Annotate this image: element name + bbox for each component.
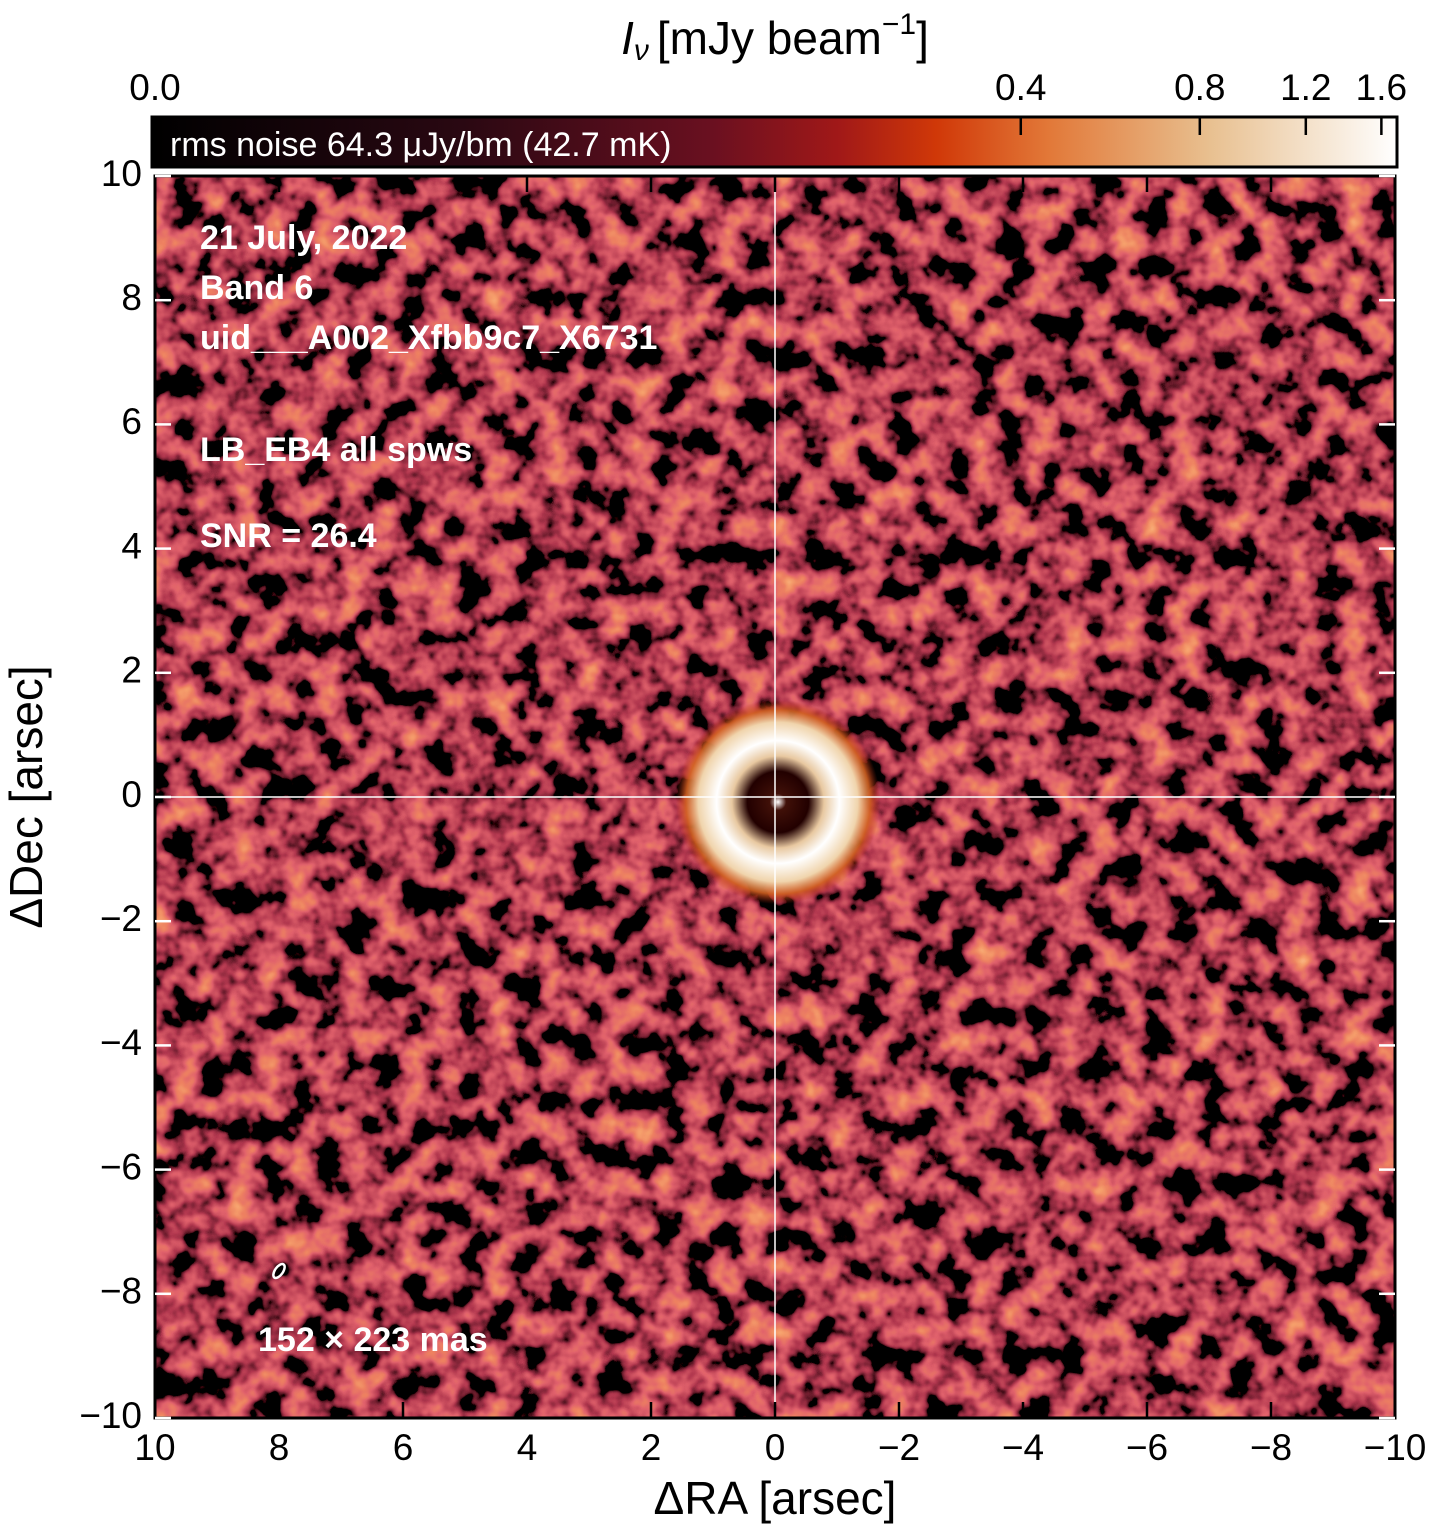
- x-tick-label: 6: [393, 1427, 414, 1468]
- y-tick-label: 4: [121, 525, 142, 566]
- colorbar: [150, 115, 1399, 169]
- ring: [675, 699, 881, 905]
- colorbar-label: rms noise 64.3 μJy/bm (42.7 mK): [170, 126, 671, 164]
- subscript: ν: [634, 34, 649, 67]
- symbol: I: [621, 12, 634, 64]
- name-annotation: LB_EB4 all spws: [200, 431, 472, 469]
- x-tick-label: 2: [641, 1427, 662, 1468]
- y-tick-label: 8: [121, 277, 142, 318]
- y-tick-label: −6: [100, 1146, 142, 1187]
- colorbar-title: Iν [mJy beam−1]: [621, 8, 929, 67]
- x-tick-label: 4: [517, 1427, 538, 1468]
- date-annotation: 21 July, 2022: [200, 219, 407, 257]
- snr-annotation: SNR = 26.4: [200, 517, 377, 555]
- colorbar-tick-label: 0.8: [1174, 67, 1225, 108]
- uid-annotation: uid___A002_Xfbb9c7_X6731: [200, 319, 657, 357]
- y-tick-label: 2: [121, 650, 142, 691]
- band-annotation: Band 6: [200, 269, 313, 307]
- y-tick-label: −10: [79, 1395, 142, 1436]
- colorbar-tick-label: 1.2: [1280, 67, 1331, 108]
- y-tick-label: 10: [101, 153, 142, 194]
- superscript: −1: [882, 8, 916, 41]
- colorbar-tick-label: 0.0: [129, 67, 180, 108]
- y-tick-label: 6: [121, 401, 142, 442]
- y-tick-label: 0: [121, 774, 142, 815]
- y-tick-label: −2: [100, 898, 142, 939]
- x-tick-label: −10: [1364, 1427, 1427, 1468]
- unit: [mJy beam: [657, 12, 882, 64]
- colorbar-tick-label: 1.6: [1356, 67, 1407, 108]
- x-tick-label: −8: [1250, 1427, 1292, 1468]
- close: ]: [916, 12, 929, 64]
- beam: [272, 1262, 286, 1280]
- y-axis-label: ΔDec [arsec]: [0, 665, 52, 928]
- x-tick-label: −4: [1002, 1427, 1044, 1468]
- beam-annotation: 152 × 223 mas: [258, 1321, 488, 1359]
- x-tick-label: 8: [269, 1427, 290, 1468]
- x-tick-label: 0: [765, 1427, 786, 1468]
- x-tick-label: −2: [878, 1427, 920, 1468]
- x-axis-label: ΔRA [arsec]: [654, 1472, 897, 1524]
- colorbar-tick-label: 0.4: [995, 67, 1046, 108]
- y-tick-label: −4: [100, 1022, 142, 1063]
- x-tick-label: −6: [1126, 1427, 1168, 1468]
- y-tick-label: −8: [100, 1271, 142, 1312]
- x-tick-label: 10: [134, 1427, 175, 1468]
